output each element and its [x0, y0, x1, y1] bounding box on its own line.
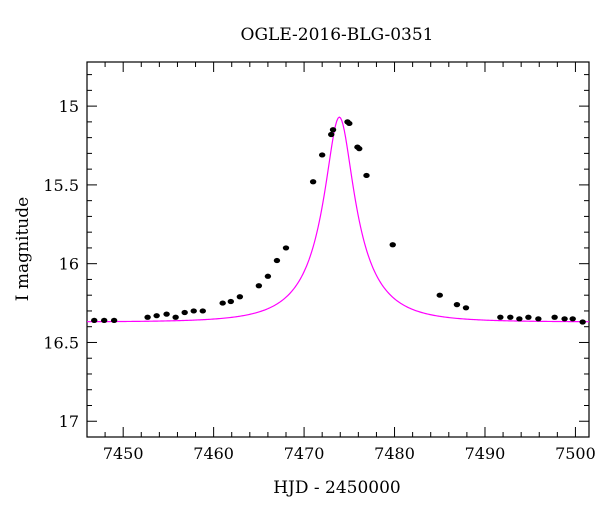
data-point — [363, 172, 370, 179]
data-point — [329, 127, 337, 133]
data-point — [227, 298, 235, 305]
data-point — [561, 316, 568, 322]
model-curve — [87, 116, 589, 323]
x-axis-label: HJD - 2450000 — [273, 478, 401, 498]
y-axis-label: I magnitude — [13, 197, 33, 301]
data-point — [282, 245, 290, 251]
x-tick-label: 7460 — [193, 444, 234, 463]
data-point — [153, 313, 160, 319]
data-point — [551, 314, 558, 320]
data-point — [318, 152, 326, 158]
x-tick-label: 7480 — [374, 444, 415, 463]
x-tick-label: 7490 — [465, 444, 506, 463]
x-tick-label: 7470 — [284, 444, 325, 463]
y-tick-label: 16 — [59, 255, 79, 274]
data-point — [462, 305, 470, 311]
data-point — [453, 302, 461, 308]
data-point — [535, 316, 542, 322]
data-point — [356, 146, 363, 152]
data-point — [346, 120, 353, 127]
x-tick-label: 7500 — [555, 444, 596, 463]
data-point — [199, 308, 206, 314]
data-point — [507, 314, 514, 320]
plot-area: 7450 7460 7470 7480 7490 7500 15 15.5 16 16.5 17 — [43, 61, 596, 463]
chart-title: OGLE-2016-BLG-0351 — [241, 25, 434, 45]
data-point — [264, 273, 272, 279]
data-point — [190, 308, 197, 314]
y-tick-label: 15 — [59, 97, 79, 116]
data-point — [163, 311, 170, 317]
data-point — [255, 283, 263, 289]
data-point — [181, 309, 188, 316]
data-point — [436, 292, 443, 298]
data-point — [172, 314, 179, 320]
data-point — [516, 316, 523, 322]
data-point — [100, 317, 108, 324]
data-point — [525, 314, 532, 320]
data-point — [273, 257, 281, 264]
data-point — [219, 300, 226, 306]
data-point — [389, 242, 396, 248]
data-point — [91, 317, 98, 324]
y-tick-label: 16.5 — [43, 333, 79, 352]
data-point — [309, 179, 317, 185]
data-point — [497, 314, 504, 320]
data-point — [569, 316, 576, 322]
plot-frame — [86, 61, 590, 438]
data-point — [236, 294, 244, 300]
x-tick-label: 7450 — [103, 444, 144, 463]
data-point — [328, 131, 335, 138]
data-point — [144, 314, 151, 320]
data-point — [110, 317, 118, 324]
y-tick-label: 15.5 — [43, 176, 79, 195]
data-point — [579, 319, 586, 325]
y-tick-label: 17 — [59, 412, 79, 431]
